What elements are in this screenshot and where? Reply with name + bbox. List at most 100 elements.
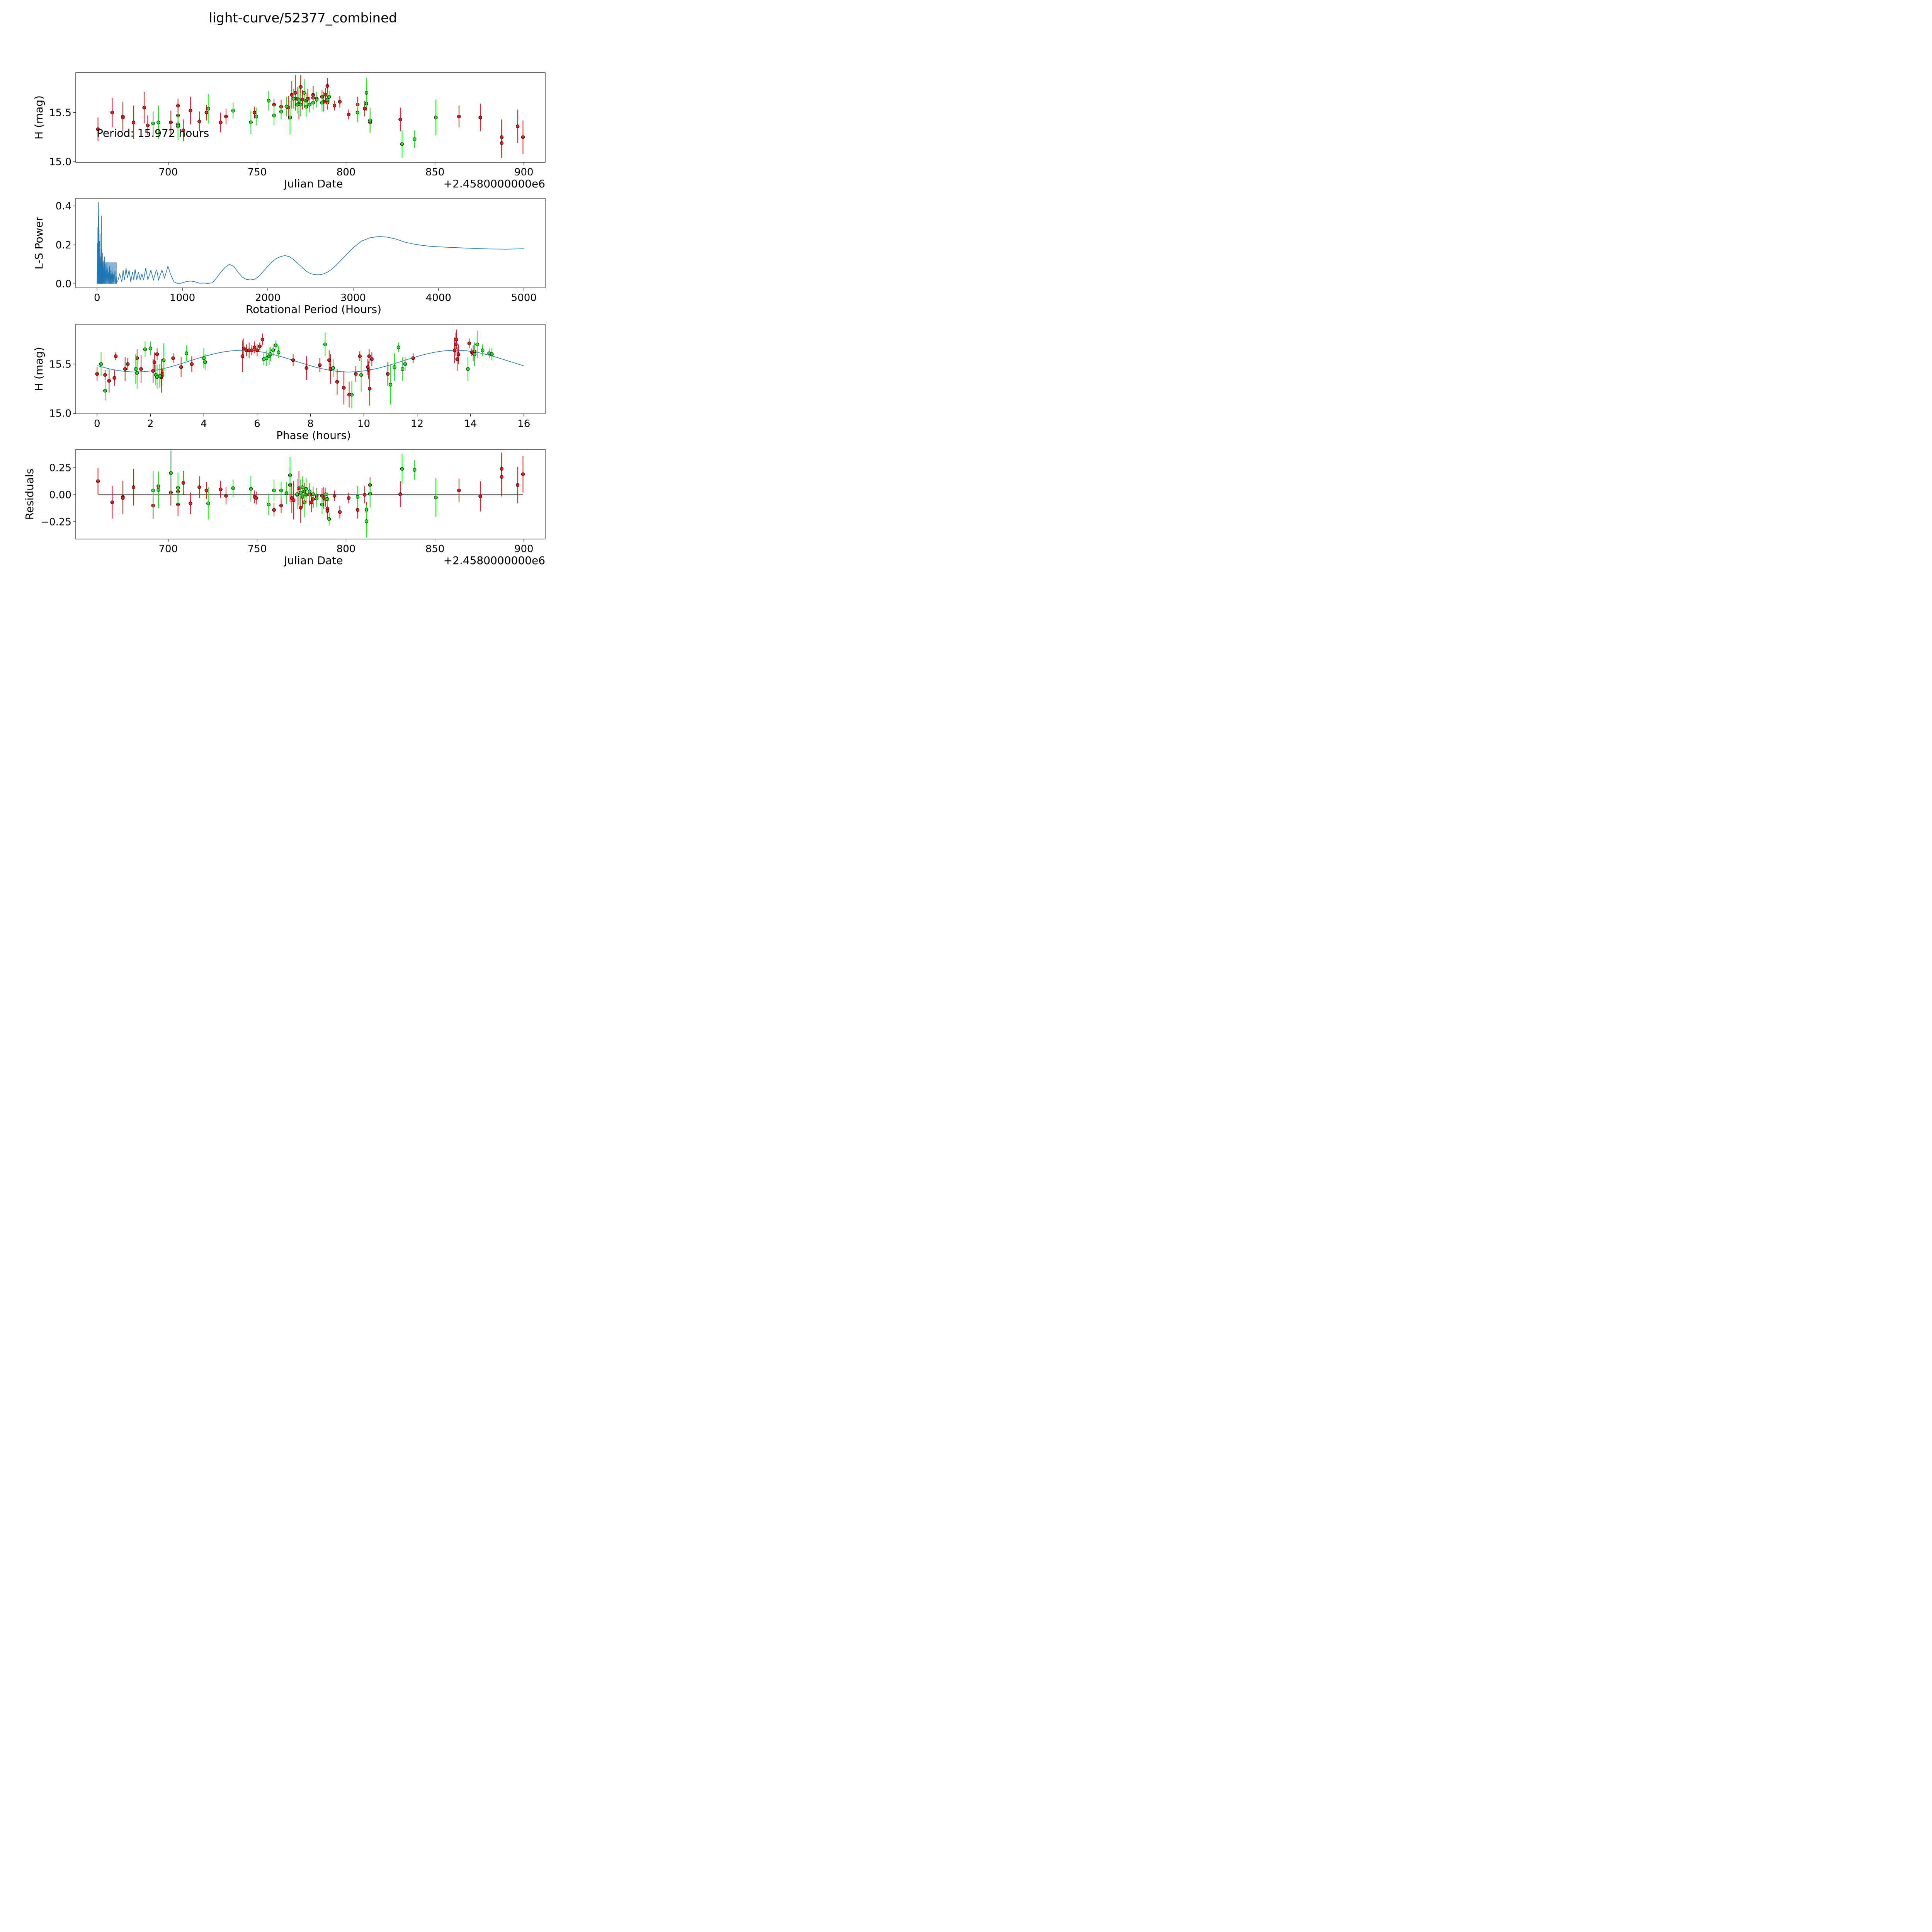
y-axis-label: H (mag) [32, 347, 45, 391]
red-point [347, 112, 351, 117]
green-point [315, 98, 319, 102]
figure: light-curve/52377_combined 700 750 800 850 9… [23, 10, 546, 567]
red-point [367, 354, 371, 358]
y-tick-label: 0.00 [49, 489, 71, 501]
red-point [299, 85, 303, 89]
x-tick-label: 12 [411, 418, 423, 430]
x-tick-label: 800 [337, 543, 356, 555]
green-point [473, 352, 476, 356]
x-tick-label: 4 [201, 418, 207, 430]
green-point [272, 488, 276, 492]
red-point [258, 344, 262, 349]
red-point [123, 367, 127, 371]
red-point [110, 111, 114, 114]
red-point [103, 373, 107, 377]
red-point [325, 509, 329, 513]
phase-fold-panel: 0 2 4 6 8 10 12 14 16 15.0 15.5 Phase (hours) H (mag… [32, 324, 546, 442]
x-tick-label: 2 [147, 418, 154, 430]
y-tick-label: 0.25 [49, 463, 71, 474]
red-point [342, 386, 346, 390]
green-point [176, 124, 180, 128]
plot-frame [75, 198, 546, 288]
green-point [184, 351, 189, 355]
red-point [292, 498, 296, 502]
green-point [325, 98, 329, 102]
x-tick-label: 850 [425, 543, 445, 555]
red-point [189, 502, 192, 505]
green-point [304, 105, 308, 109]
red-point [189, 109, 192, 112]
red-point [347, 496, 351, 500]
green-point [299, 103, 303, 107]
red-point [181, 128, 185, 132]
red-point [112, 376, 116, 380]
green-point [302, 500, 306, 504]
x-tick-label: 6 [254, 418, 260, 430]
green-point [231, 486, 235, 490]
x-offset-label: +2.4580000000e6 [444, 177, 545, 190]
y-tick-label: 15.0 [49, 408, 71, 420]
green-point [388, 383, 393, 387]
green-point [350, 393, 354, 396]
red-point [318, 363, 322, 367]
green-point [364, 519, 369, 523]
x-axis-label: Phase (hours) [276, 429, 351, 442]
y-tick-label: 0.4 [56, 201, 71, 212]
red-point [151, 369, 155, 373]
green-point [434, 495, 438, 500]
red-point [290, 93, 294, 97]
periodogram-curve [117, 236, 524, 284]
green-point [288, 116, 292, 119]
red-point [500, 467, 503, 471]
red-point [252, 345, 257, 349]
green-point [284, 491, 289, 495]
red-point [204, 111, 208, 114]
red-point [358, 354, 362, 358]
green-point [308, 103, 311, 107]
green-point [295, 103, 299, 107]
red-point [250, 348, 254, 352]
green-point [267, 502, 271, 507]
red-point [338, 510, 342, 514]
red-point [197, 485, 201, 489]
green-point [368, 492, 372, 496]
green-point [267, 99, 271, 103]
red-point [121, 496, 125, 500]
x-tick-label: 4000 [426, 292, 451, 304]
green-point [400, 367, 405, 371]
green-point [274, 344, 278, 347]
y-tick-label: 15.5 [49, 359, 71, 370]
y-tick-label: −0.25 [41, 516, 71, 528]
red-point [457, 488, 461, 492]
red-point [121, 116, 125, 119]
y-axis-label: Residuals [23, 469, 36, 520]
x-tick-label: 700 [158, 543, 178, 555]
red-point [169, 121, 173, 124]
green-point [135, 371, 139, 375]
x-tick-label: 0 [94, 418, 100, 430]
green-point [320, 502, 324, 507]
green-point [151, 488, 155, 492]
green-point [156, 488, 160, 492]
green-point [143, 347, 147, 351]
green-point [368, 118, 372, 122]
green-point [279, 110, 283, 114]
green-point [327, 517, 331, 521]
red-point [363, 493, 367, 497]
x-tick-label: 700 [158, 167, 178, 178]
green-point [206, 502, 210, 505]
red-point [179, 365, 183, 369]
red-point [454, 342, 458, 346]
red-point [126, 362, 130, 366]
red-point [327, 358, 331, 362]
green-point [288, 473, 292, 477]
green-point [169, 471, 173, 475]
green-point [176, 486, 180, 490]
red-point [95, 372, 99, 376]
green-point [284, 105, 289, 109]
red-point [131, 121, 136, 124]
red-point [96, 127, 100, 131]
green-point [203, 360, 207, 364]
red-point [279, 503, 283, 508]
green-point [315, 497, 319, 500]
